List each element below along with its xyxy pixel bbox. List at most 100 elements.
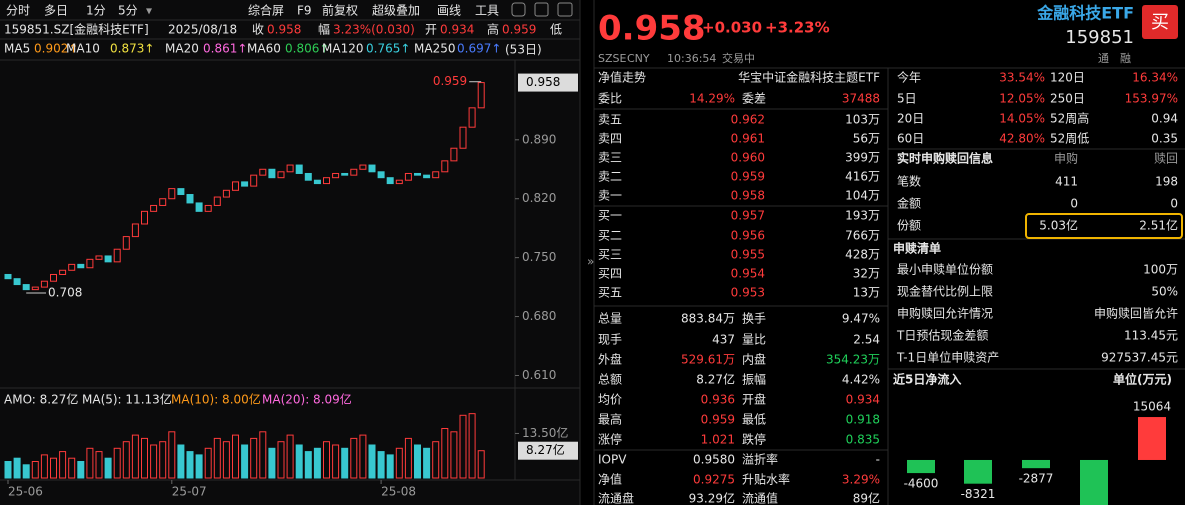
toolbar-button[interactable]: 前复权 — [322, 3, 358, 18]
flow-bar — [1080, 459, 1108, 505]
toolbar-button[interactable]: 分时 — [6, 4, 30, 18]
volume-bar — [268, 447, 276, 479]
toolbar-button[interactable]: F9 — [297, 4, 312, 18]
book-level: 卖二 — [598, 170, 622, 184]
fund-code: 159851 — [1065, 27, 1134, 48]
toolbar-button[interactable]: 工具 — [475, 4, 499, 18]
stat-value: 437 — [712, 333, 735, 347]
book-price: 0.953 — [731, 286, 765, 300]
column-header: 赎回 — [1154, 152, 1178, 166]
sub-value: 411 — [1055, 175, 1078, 189]
candle — [113, 248, 121, 263]
return-label: 52周低 — [1050, 132, 1089, 146]
candle — [441, 160, 449, 173]
volume-bar — [350, 437, 358, 479]
price-tag — [518, 73, 578, 92]
volume-bar — [95, 451, 103, 479]
book-price: 0.956 — [731, 229, 765, 243]
candle — [304, 172, 312, 181]
stat-value: 0.934 — [846, 393, 880, 407]
return-label: 120日 — [1050, 71, 1085, 85]
list-label: 申购赎回允许情况 — [897, 306, 993, 321]
chart-title: 近5日净流入 — [893, 372, 961, 387]
toolbar-button[interactable]: 画线 — [437, 4, 461, 18]
sub-value: 0 — [1070, 197, 1078, 211]
collapse-arrow[interactable]: » — [587, 255, 594, 269]
volume-bar — [195, 454, 203, 479]
nav-label[interactable]: 净值走势 — [598, 70, 646, 85]
volume-bar — [168, 431, 176, 479]
volume-bar — [259, 431, 267, 479]
return-label: 52周高 — [1050, 111, 1089, 126]
candle — [232, 181, 239, 191]
stat-label: 外盘 — [598, 352, 622, 367]
stat-label: 溢折率 — [742, 452, 778, 467]
candle — [341, 172, 349, 176]
return-label: 今年 — [897, 70, 921, 85]
buy-label[interactable]: 买 — [1151, 12, 1169, 33]
ratio-value: 37488 — [842, 92, 880, 106]
stat-label: 换手 — [742, 312, 766, 326]
book-volume: 13万 — [853, 286, 880, 300]
candle — [95, 255, 103, 260]
stat-label: 现手 — [598, 333, 622, 347]
book-price: 0.962 — [731, 113, 765, 127]
volume-bar — [104, 457, 112, 479]
volume-bar — [122, 441, 130, 479]
chart-pane — [0, 0, 580, 505]
list-value: 927537.45元 — [1101, 351, 1178, 365]
stat-value: 3.29% — [842, 473, 880, 487]
candle — [159, 198, 167, 206]
flow-label: -4600 — [904, 477, 939, 491]
highlight-box — [1025, 213, 1183, 239]
sub-label: 笔数 — [897, 174, 921, 189]
volume-bar — [86, 447, 94, 479]
toolbar-button[interactable]: 超级叠加 — [372, 3, 420, 18]
candle — [259, 168, 267, 176]
amo-legend: MA(20): 8.09亿 — [262, 392, 352, 407]
candle — [432, 171, 440, 179]
stat-value: 883.84万 — [681, 312, 735, 326]
toolbar-button[interactable]: 1分 — [86, 4, 106, 18]
return-label: 60日 — [897, 132, 924, 146]
window-icon[interactable] — [557, 2, 573, 17]
stat-value: 89亿 — [853, 491, 880, 505]
volume-bar — [141, 437, 148, 479]
nav-name: 华宝中证金融科技主题ETF — [738, 70, 880, 85]
volume-bar — [159, 441, 167, 479]
layout-icon[interactable] — [534, 2, 549, 17]
candle — [40, 280, 48, 288]
buy-button[interactable] — [1142, 5, 1178, 39]
volume-bar — [232, 434, 239, 479]
toolbar-button[interactable]: 5分 — [118, 4, 138, 18]
candle — [186, 194, 194, 204]
ma-name: MA250 — [414, 42, 455, 56]
settings-icon[interactable] — [511, 2, 526, 17]
toolbar-button[interactable]: 多日 — [44, 4, 68, 18]
candle — [59, 269, 67, 275]
x-tick-label: 25-07 — [172, 485, 207, 499]
period-selector[interactable]: (53日) — [505, 43, 542, 57]
candle — [141, 210, 148, 225]
candle — [68, 263, 76, 271]
toolbar-button[interactable]: 综合屏 — [248, 3, 284, 18]
volume-bar — [459, 414, 467, 479]
book-volume: 56万 — [853, 132, 880, 146]
sub-value: 198 — [1155, 175, 1178, 189]
status-info: CNY — [627, 52, 650, 65]
flow-label: 15064 — [1133, 400, 1171, 414]
high-label: 0.959 — [433, 74, 467, 88]
candle — [22, 284, 30, 291]
candle — [386, 177, 394, 185]
candle — [13, 278, 21, 286]
candle — [377, 171, 385, 179]
unit-label: 单位(万元) — [1113, 372, 1172, 387]
stat-value: 0.959 — [701, 413, 735, 427]
volume-bar — [404, 437, 412, 479]
volume-bar — [68, 457, 76, 479]
candle — [459, 126, 467, 149]
book-volume: 104万 — [845, 189, 880, 203]
volume-bar — [414, 444, 421, 479]
change: +0.030 — [702, 19, 762, 37]
book-level: 卖一 — [598, 189, 622, 203]
